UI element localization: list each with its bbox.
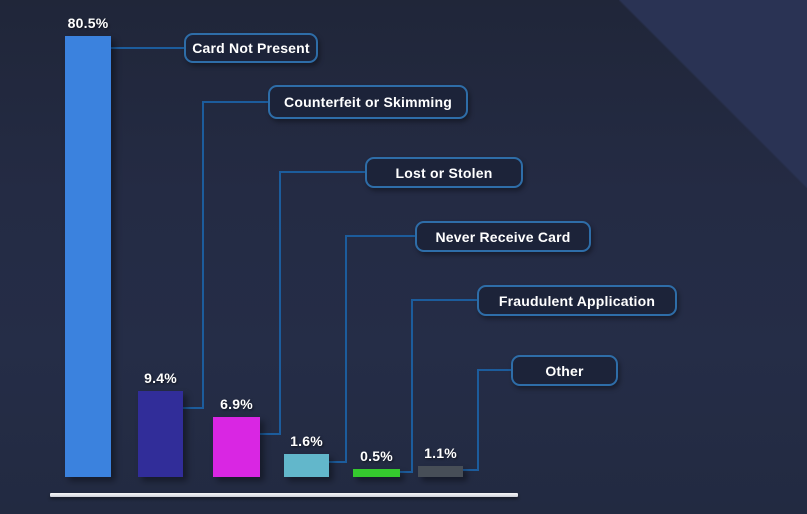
connector-counterfeit-or-skimming xyxy=(183,101,268,409)
bar-other xyxy=(418,466,463,477)
value-label-never-receive-card: 1.6% xyxy=(290,433,323,449)
connector-never-receive-card xyxy=(329,235,415,463)
value-label-fraudulent-application: 0.5% xyxy=(360,448,393,464)
connector-lost-or-stolen xyxy=(260,171,365,435)
value-label-lost-or-stolen: 6.9% xyxy=(220,396,253,412)
category-box-other: Other xyxy=(511,355,618,386)
category-box-never-receive-card: Never Receive Card xyxy=(415,221,591,252)
category-box-fraudulent-application: Fraudulent Application xyxy=(477,285,677,316)
category-box-lost-or-stolen: Lost or Stolen xyxy=(365,157,523,188)
bar-counterfeit-or-skimming xyxy=(138,391,183,477)
bar-never-receive-card xyxy=(284,454,329,477)
value-label-other: 1.1% xyxy=(424,445,457,461)
bar-card-not-present xyxy=(65,36,111,477)
x-axis-baseline xyxy=(50,493,518,497)
category-box-card-not-present: Card Not Present xyxy=(184,33,318,63)
corner-triangle-decoration xyxy=(619,0,807,188)
value-label-card-not-present: 80.5% xyxy=(67,15,109,31)
value-label-counterfeit-or-skimming: 9.4% xyxy=(144,370,177,386)
connector-other xyxy=(463,369,511,471)
bar-fraudulent-application xyxy=(353,469,400,477)
bar-lost-or-stolen xyxy=(213,417,260,477)
category-box-counterfeit-or-skimming: Counterfeit or Skimming xyxy=(268,85,468,119)
